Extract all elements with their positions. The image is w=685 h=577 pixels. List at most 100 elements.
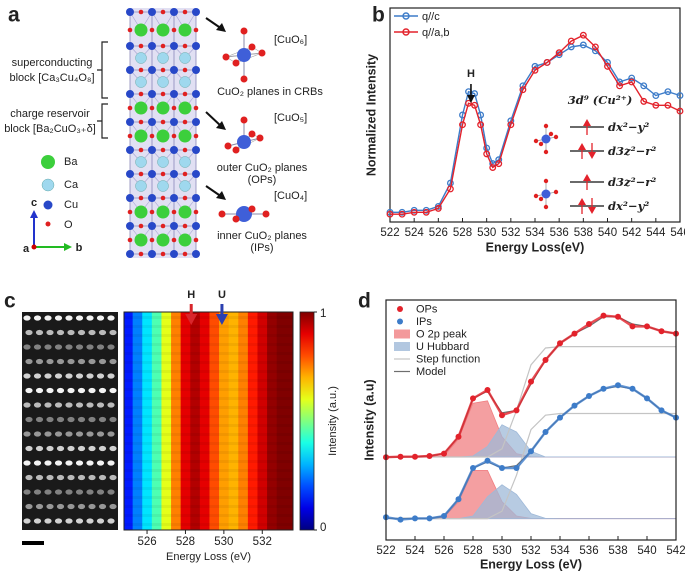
stem-atom <box>35 358 44 365</box>
texture-band <box>124 406 293 409</box>
o-atom <box>193 133 199 139</box>
o-atom <box>138 43 144 49</box>
heat-cell <box>180 312 191 530</box>
stem-atom <box>88 329 96 336</box>
stem-atom <box>33 315 42 321</box>
icon-o <box>232 146 240 154</box>
o-atom <box>193 209 199 215</box>
legend-label: Model <box>416 366 446 378</box>
level-label: dx²−y² <box>608 199 649 213</box>
o-atom <box>138 147 144 153</box>
o-atom <box>182 9 188 15</box>
stem-atom <box>23 489 31 495</box>
o-atom <box>127 27 133 33</box>
series-line <box>390 34 681 215</box>
icon-cu <box>237 135 251 149</box>
o-atom <box>149 237 155 243</box>
icon-o <box>543 178 549 184</box>
x-axis-label: Energy Loss(eV) <box>486 240 585 254</box>
cu-atom <box>126 250 134 258</box>
data-point <box>644 395 650 402</box>
x-tick-label: 522 <box>376 545 395 557</box>
cu-atom <box>148 194 156 202</box>
data-point <box>615 382 621 389</box>
stem-atom <box>96 315 105 321</box>
data-point <box>459 121 466 129</box>
stem-atom <box>67 329 75 336</box>
stem-atom <box>33 431 42 437</box>
stem-atom <box>44 460 52 466</box>
stem-atom <box>35 474 44 481</box>
o-atom <box>127 133 133 139</box>
stem-atom <box>35 416 44 423</box>
data-point <box>426 515 433 522</box>
o-atom <box>160 9 166 15</box>
cu-atom <box>192 250 200 258</box>
icon-o <box>262 210 270 218</box>
o-atom <box>182 43 188 49</box>
o-atom <box>171 133 177 139</box>
stem-atom <box>54 460 63 466</box>
stem-atom <box>44 431 52 437</box>
stem-atom <box>54 518 63 524</box>
data-point <box>628 78 636 86</box>
stem-atom <box>25 358 33 365</box>
stem-atom <box>86 518 94 524</box>
stem-atom <box>67 503 75 510</box>
data-point <box>652 101 660 109</box>
polyhedron-caption: (IPs) <box>250 242 273 254</box>
heat-cell <box>247 312 258 530</box>
texture-band <box>124 397 293 400</box>
stem-atom <box>35 445 44 452</box>
data-point <box>567 37 575 45</box>
o-atom <box>182 195 188 201</box>
o-atom <box>127 209 133 215</box>
icon-o <box>543 204 549 210</box>
stem-atom <box>98 387 107 394</box>
series-line <box>390 44 681 213</box>
texture-band <box>124 415 293 418</box>
data-point <box>676 92 684 99</box>
icon-o <box>258 49 266 57</box>
stem-atom <box>107 489 115 495</box>
stem-atom <box>77 445 86 452</box>
data-point <box>543 59 551 66</box>
ba-atom <box>134 23 148 37</box>
block-name: superconducting <box>12 57 93 69</box>
cu-atom <box>148 66 156 74</box>
stem-atom <box>25 445 33 452</box>
ca-atom <box>179 156 191 168</box>
stem-atom <box>88 503 96 510</box>
polyhedron-caption: outer CuO₂ planes <box>217 162 308 174</box>
heat-cell <box>267 312 278 530</box>
legend-label: U Hubbard <box>416 341 469 353</box>
plot-frame <box>389 7 681 223</box>
stem-atom <box>75 518 84 524</box>
cu-atom <box>170 146 178 154</box>
stem-atom <box>109 329 117 336</box>
o-atom <box>171 237 177 243</box>
stem-atom <box>67 358 75 365</box>
block-name: charge reservoir <box>10 108 90 120</box>
stem-atom <box>98 503 107 510</box>
stem-atom <box>107 431 115 437</box>
data-point <box>499 465 505 471</box>
legend-label: IPs <box>416 316 432 328</box>
data-point <box>531 62 539 70</box>
stem-atom <box>33 460 42 466</box>
spin-arrow-head <box>578 143 586 150</box>
x-tick-label: 528 <box>463 545 482 557</box>
data-point <box>397 453 404 460</box>
atom-icon <box>45 221 51 227</box>
x-tick-label: 526 <box>434 545 453 557</box>
level-label: d3z²−r² <box>608 144 656 158</box>
stem-atom <box>107 402 115 408</box>
x-tick-label: 538 <box>574 227 593 239</box>
ca-atom <box>179 180 191 192</box>
legend-label: OPs <box>416 303 438 315</box>
stem-atom <box>86 344 94 350</box>
o-atom <box>138 119 144 125</box>
legend-marker <box>397 306 403 312</box>
data-point <box>557 340 563 347</box>
o-atom <box>171 209 177 215</box>
